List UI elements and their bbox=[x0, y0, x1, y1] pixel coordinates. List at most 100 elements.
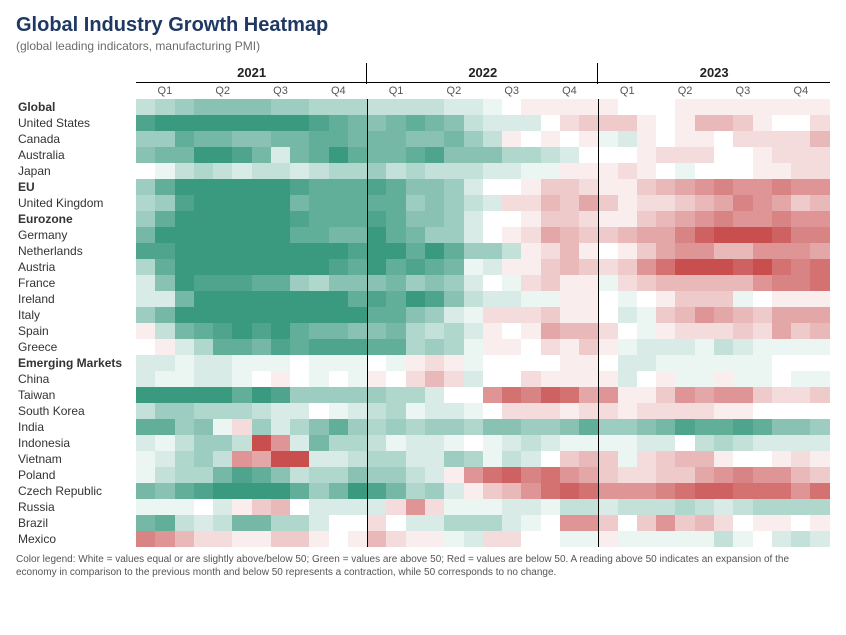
heatmap-cell bbox=[175, 275, 194, 291]
heatmap-cell bbox=[213, 467, 232, 483]
heatmap-cell bbox=[425, 515, 444, 531]
heatmap-cell bbox=[348, 435, 367, 451]
heatmap-cell bbox=[714, 163, 733, 179]
heatmap-cell bbox=[444, 355, 463, 371]
heatmap-cell bbox=[386, 339, 405, 355]
heatmap-cell bbox=[136, 483, 155, 499]
heatmap-cell bbox=[329, 115, 348, 131]
heatmap-cell bbox=[675, 259, 694, 275]
heatmap-cell bbox=[213, 307, 232, 323]
heatmap-cell bbox=[425, 211, 444, 227]
heatmap-cell bbox=[541, 323, 560, 339]
heatmap-cell bbox=[753, 99, 772, 115]
heatmap-cell bbox=[656, 115, 675, 131]
heatmap-cell bbox=[521, 163, 540, 179]
heatmap-cell bbox=[637, 115, 656, 131]
heatmap-cell bbox=[386, 499, 405, 515]
heatmap-cell bbox=[598, 483, 617, 499]
heatmap-cell bbox=[810, 307, 830, 323]
heatmap-cell bbox=[560, 163, 579, 179]
heatmap-cell bbox=[753, 291, 772, 307]
heatmap-cell bbox=[810, 115, 830, 131]
heatmap-cell bbox=[406, 291, 425, 307]
heatmap-cell bbox=[136, 211, 155, 227]
heatmap-cell bbox=[406, 483, 425, 499]
heatmap-cell bbox=[598, 211, 617, 227]
heatmap-cell bbox=[772, 99, 791, 115]
heatmap-cell bbox=[791, 259, 810, 275]
heatmap-cell bbox=[618, 467, 637, 483]
heatmap-cell bbox=[483, 179, 502, 195]
heatmap-cell bbox=[425, 131, 444, 147]
heatmap-cell bbox=[232, 307, 251, 323]
heatmap-cell bbox=[175, 403, 194, 419]
heatmap-cell bbox=[309, 419, 328, 435]
heatmap-cell bbox=[695, 435, 714, 451]
heatmap-cell bbox=[733, 291, 752, 307]
heatmap-cell bbox=[175, 323, 194, 339]
heatmap-cell bbox=[656, 147, 675, 163]
heatmap-cell bbox=[579, 243, 598, 259]
heatmap-cell bbox=[213, 339, 232, 355]
heatmap-cell bbox=[695, 99, 714, 115]
heatmap-cell bbox=[772, 371, 791, 387]
heatmap-cell bbox=[348, 387, 367, 403]
heatmap-cell bbox=[541, 211, 560, 227]
heatmap-cell bbox=[656, 467, 675, 483]
heatmap-cell bbox=[444, 323, 463, 339]
heatmap-cell bbox=[618, 179, 637, 195]
heatmap-cell bbox=[252, 419, 271, 435]
heatmap-cell bbox=[772, 275, 791, 291]
heatmap-cell bbox=[252, 291, 271, 307]
heatmap-cell bbox=[502, 339, 521, 355]
heatmap-cell bbox=[155, 227, 174, 243]
heatmap-cell bbox=[175, 483, 194, 499]
heatmap-cell bbox=[271, 371, 290, 387]
heatmap-cell bbox=[656, 387, 675, 403]
heatmap-cell bbox=[656, 483, 675, 499]
heatmap-cell bbox=[290, 499, 309, 515]
heatmap-cell bbox=[560, 467, 579, 483]
heatmap-cell bbox=[290, 435, 309, 451]
quarter-header: Q2 bbox=[194, 83, 252, 100]
heatmap-cell bbox=[213, 131, 232, 147]
heatmap-cell bbox=[309, 195, 328, 211]
heatmap-cell bbox=[791, 275, 810, 291]
heatmap-cell bbox=[791, 131, 810, 147]
heatmap-cell bbox=[252, 387, 271, 403]
heatmap-cell bbox=[155, 195, 174, 211]
heatmap-cell bbox=[213, 275, 232, 291]
heatmap-cell bbox=[232, 387, 251, 403]
heatmap-cell bbox=[695, 211, 714, 227]
row-label: Ireland bbox=[16, 291, 136, 307]
heatmap-cell bbox=[502, 195, 521, 211]
row-label: Brazil bbox=[16, 515, 136, 531]
heatmap-cell bbox=[637, 483, 656, 499]
heatmap-cell bbox=[791, 435, 810, 451]
heatmap-cell bbox=[483, 403, 502, 419]
heatmap-cell bbox=[329, 259, 348, 275]
heatmap-cell bbox=[309, 163, 328, 179]
heatmap-cell bbox=[194, 291, 213, 307]
heatmap-cell bbox=[290, 371, 309, 387]
heatmap-cell bbox=[348, 323, 367, 339]
heatmap-cell bbox=[810, 371, 830, 387]
heatmap-cell bbox=[483, 339, 502, 355]
heatmap-cell bbox=[483, 355, 502, 371]
heatmap-cell bbox=[329, 371, 348, 387]
heatmap-cell bbox=[502, 531, 521, 547]
heatmap-cell bbox=[464, 371, 483, 387]
heatmap-cell bbox=[271, 531, 290, 547]
heatmap-cell bbox=[618, 307, 637, 323]
heatmap-cell bbox=[464, 355, 483, 371]
heatmap-cell bbox=[637, 467, 656, 483]
heatmap-cell bbox=[175, 291, 194, 307]
row-label: Spain bbox=[16, 323, 136, 339]
heatmap-cell bbox=[309, 435, 328, 451]
heatmap-cell bbox=[714, 291, 733, 307]
heatmap-cell bbox=[367, 115, 386, 131]
heatmap-cell bbox=[290, 531, 309, 547]
heatmap-cell bbox=[252, 99, 271, 115]
heatmap-cell bbox=[406, 259, 425, 275]
heatmap-cell bbox=[309, 275, 328, 291]
